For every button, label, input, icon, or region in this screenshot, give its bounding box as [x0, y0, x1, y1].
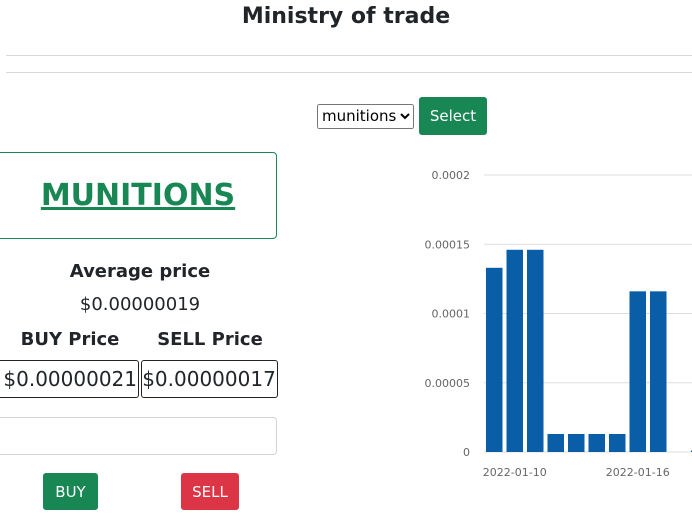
section-divider	[6, 72, 692, 73]
resource-card: MUNITIONS	[0, 152, 277, 239]
y-tick-label: 0.00005	[425, 377, 471, 390]
price-history-chart: 0.0002 0.00015 0.0001 0.00005 0 2022-01-10 202…	[425, 169, 692, 479]
bar	[486, 267, 503, 452]
x-tick-label: 2022-01-16	[606, 466, 670, 479]
bar	[547, 433, 564, 452]
bar	[506, 249, 523, 452]
bar	[629, 291, 646, 452]
bar	[527, 249, 544, 452]
bar	[609, 433, 626, 452]
sell-price-label: SELL Price	[157, 329, 263, 350]
bar	[588, 433, 605, 452]
resource-selector: munitions Select	[317, 97, 487, 135]
buy-price-value: $0.00000021	[0, 360, 139, 398]
average-price-value: $0.00000019	[79, 294, 201, 315]
y-tick-label: 0.0002	[432, 169, 471, 182]
x-tick-label: 2022-01-10	[483, 466, 547, 479]
header-divider	[6, 55, 692, 56]
average-price-label: Average price	[69, 261, 211, 282]
y-tick-label: 0.00015	[425, 238, 471, 251]
sell-price-value: $0.00000017	[141, 360, 278, 398]
y-tick-label: 0	[463, 446, 470, 459]
bar	[650, 291, 667, 452]
quantity-input[interactable]	[0, 417, 277, 455]
resource-select[interactable]: munitions	[317, 103, 414, 129]
page-title: Ministry of trade	[241, 4, 451, 29]
sell-button[interactable]: SELL	[181, 473, 239, 510]
buy-button[interactable]: BUY	[43, 473, 98, 510]
bar	[568, 433, 585, 452]
select-button[interactable]: Select	[419, 97, 487, 135]
y-tick-label: 0.0001	[432, 308, 471, 321]
buy-price-label: BUY Price	[20, 329, 120, 350]
resource-name-link[interactable]: MUNITIONS	[40, 178, 236, 213]
